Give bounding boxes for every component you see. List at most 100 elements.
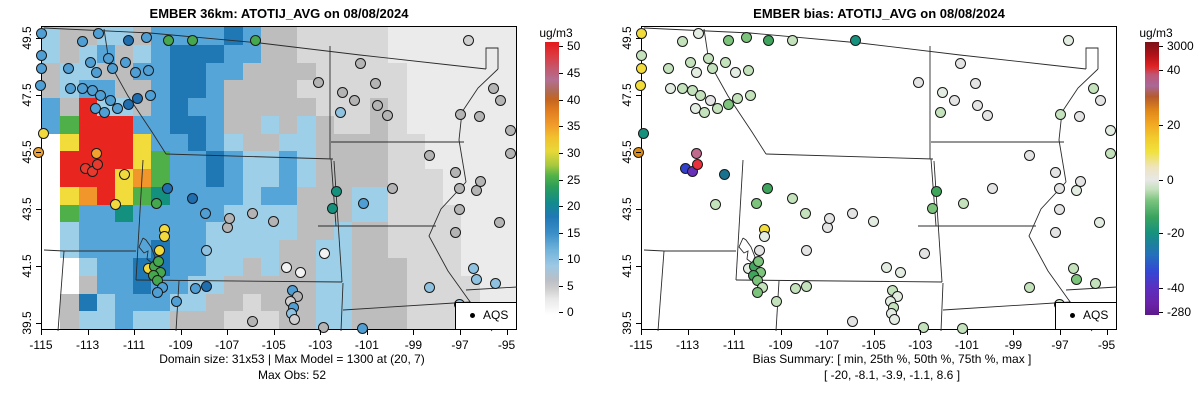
raster-cell <box>187 222 207 241</box>
left-legend-box <box>455 302 517 330</box>
aqs-station-point <box>800 244 812 256</box>
aqs-station-point <box>676 82 688 94</box>
aqs-station-point <box>462 34 474 46</box>
raster-cell <box>224 27 244 46</box>
y-axis-tick-label: 39.5 <box>620 311 634 335</box>
raster-cell <box>260 151 280 170</box>
raster-cell <box>351 204 371 223</box>
raster-cell <box>206 80 225 99</box>
raster-cell <box>497 186 516 206</box>
raster-cell <box>242 133 262 152</box>
raster-cell <box>333 275 353 294</box>
aqs-station-point <box>1104 124 1116 136</box>
aqs-station-point <box>62 62 74 74</box>
raster-cell <box>279 133 298 152</box>
x-axis-tick <box>687 330 689 335</box>
raster-cell <box>279 27 298 46</box>
raster-cell <box>224 133 244 152</box>
left-colorbar-tick-label: 20 <box>567 199 581 213</box>
raster-cell <box>60 151 79 170</box>
raster-cell <box>497 275 516 294</box>
aqs-station-point <box>722 34 734 46</box>
raster-cell <box>443 257 462 277</box>
raster-cell <box>370 240 389 259</box>
left-caption-line1: Domain size: 31x53 | Max Model = 1300 at… <box>159 352 425 366</box>
aqs-station-point <box>1104 147 1116 159</box>
raster-cell <box>133 186 152 206</box>
aqs-station-point <box>954 57 966 69</box>
x-axis-tick <box>506 330 508 335</box>
right-caption-line1: Bias Summary: [ min, 25th %, 50th %, 75t… <box>752 352 1032 366</box>
raster-cell <box>279 98 298 117</box>
aqs-station-point <box>369 77 381 89</box>
raster-cell <box>388 133 408 152</box>
aqs-station-point <box>770 295 782 307</box>
aqs-station-point <box>1089 277 1101 289</box>
y-axis-tick-label: 43.5 <box>620 197 634 221</box>
raster-cell <box>388 151 408 170</box>
raster-cell <box>406 151 426 170</box>
x-axis-tick-label: -109 <box>768 338 793 352</box>
raster-cell <box>497 133 516 152</box>
aqs-station-point <box>1073 110 1085 122</box>
x-axis-tick <box>273 330 275 335</box>
raster-cell <box>315 133 335 152</box>
right-legend-label: AQS <box>1083 308 1109 322</box>
raster-cell <box>133 169 152 188</box>
left-legend-label: AQS <box>483 308 509 322</box>
aqs-station-point <box>912 76 924 88</box>
raster-cell <box>406 293 426 312</box>
x-axis-tick-label: -95 <box>1097 338 1116 352</box>
raster-cell <box>370 151 389 170</box>
aqs-station-point <box>76 82 88 94</box>
raster-cell <box>443 133 462 152</box>
aqs-station-point <box>37 127 49 139</box>
aqs-station-point <box>104 94 116 106</box>
raster-cell <box>60 293 79 312</box>
raster-cell <box>279 115 298 135</box>
raster-cell <box>370 204 389 223</box>
raster-cell <box>279 80 298 99</box>
raster-cell <box>497 80 516 99</box>
raster-cell <box>443 275 462 294</box>
aqs-station-point <box>637 127 649 139</box>
raster-cell <box>96 204 116 223</box>
raster-cell <box>479 186 499 206</box>
aqs-station-point <box>692 27 704 39</box>
x-axis-tick-label: -115 <box>629 338 653 352</box>
raster-cell <box>151 62 171 81</box>
aqs-station-point <box>635 62 647 74</box>
raster-cell <box>370 44 389 64</box>
right-legend-box <box>1055 302 1117 330</box>
raster-cell <box>133 204 152 223</box>
raster-cell <box>242 62 262 81</box>
raster-cell <box>351 169 371 188</box>
raster-cell <box>297 311 316 329</box>
raster-cell <box>424 62 444 81</box>
aqs-station-point <box>494 94 506 106</box>
left-colorbar-tick-label: 40 <box>567 93 581 107</box>
x-axis-tick <box>827 330 829 335</box>
raster-cell <box>187 151 207 170</box>
raster-cell <box>260 169 280 188</box>
aqs-station-point <box>719 56 731 68</box>
aqs-station-point <box>334 106 346 118</box>
raster-cell <box>242 293 262 312</box>
left-colorbar-tick <box>559 153 563 154</box>
aqs-station-point <box>90 147 102 159</box>
raster-cell <box>461 240 481 259</box>
aqs-station-point <box>119 56 131 68</box>
left-colorbar-tick <box>559 206 563 207</box>
raster-cell <box>60 186 79 206</box>
raster-cell <box>333 115 353 135</box>
y-axis-tick <box>636 209 641 210</box>
aqs-station-point <box>706 62 718 74</box>
y-axis-tick <box>36 323 41 324</box>
left-colorbar-tick <box>559 73 563 74</box>
raster-cell <box>206 151 225 170</box>
x-axis-tick <box>641 330 642 335</box>
aqs-station-point <box>449 166 461 178</box>
raster-cell <box>133 311 152 329</box>
right-colorbar-tick-label: 0 <box>1167 173 1174 187</box>
raster-cell <box>297 151 316 170</box>
